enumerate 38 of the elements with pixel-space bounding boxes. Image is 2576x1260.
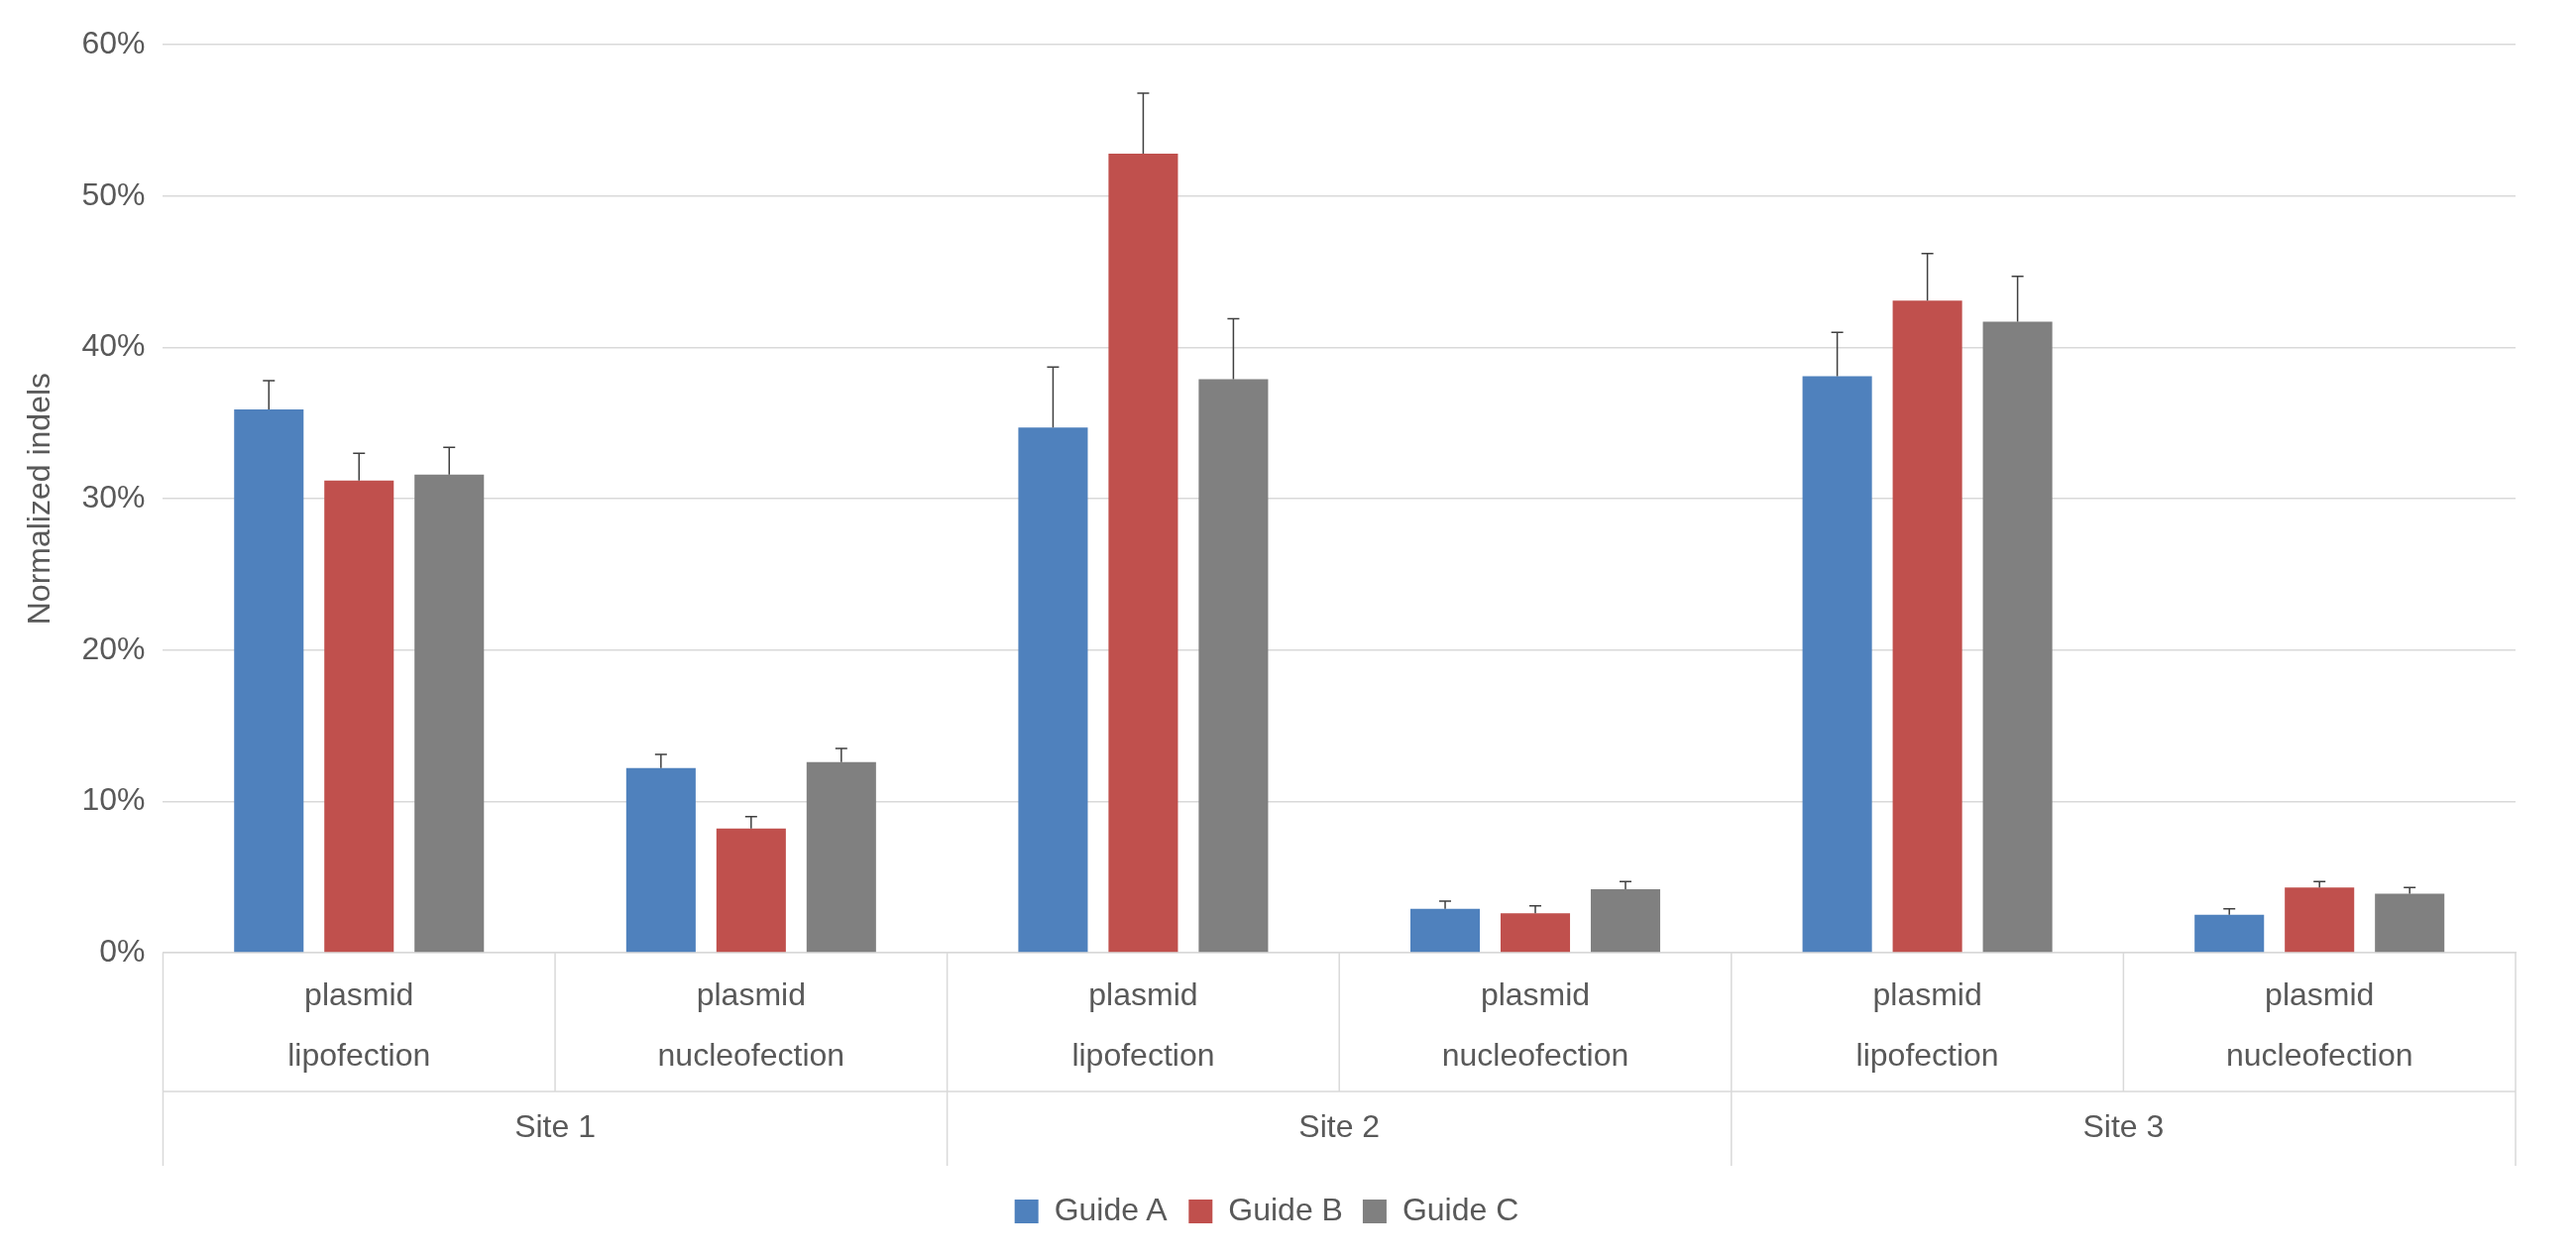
y-tick-label: 50% (81, 175, 146, 212)
y-tick-label: 10% (81, 781, 146, 818)
bar (234, 409, 304, 953)
y-tick-label: 40% (81, 327, 146, 364)
text: Site 1 (514, 1108, 596, 1145)
y-tick-label: 0% (99, 932, 146, 969)
text: Site 2 (1298, 1108, 1381, 1145)
bar (1108, 154, 1178, 953)
bar (1802, 376, 1872, 953)
x-tick-label: plasmid nucleofection (2225, 976, 2413, 1074)
bar (1018, 427, 1088, 953)
legend-label: Guide C (1401, 1191, 1519, 1227)
x-tick-label: plasmid nucleofection (1441, 976, 1629, 1074)
bar (2375, 893, 2445, 953)
bar (1892, 300, 1962, 953)
bar (324, 480, 394, 953)
text: Site 3 (2082, 1108, 2165, 1145)
x-tick-label: plasmid lipofection (1071, 976, 1215, 1074)
x-tick-label: plasmid lipofection (1855, 976, 1999, 1074)
y-tick-label: 20% (81, 630, 146, 666)
bar (716, 828, 786, 953)
bar (806, 761, 876, 953)
bar (1590, 888, 1661, 953)
legend-label: Guide A (1054, 1191, 1169, 1227)
y-tick-label: 30% (81, 478, 146, 515)
bar (625, 767, 696, 953)
bar (1500, 913, 1571, 953)
bar (2285, 887, 2355, 953)
bar (1982, 321, 2053, 953)
y-axis-title: Normalized indels (21, 372, 57, 626)
x-tick-label: plasmid nucleofection (657, 976, 845, 1074)
bar (414, 474, 485, 953)
bar (1410, 908, 1481, 953)
bar (1198, 379, 1269, 953)
x-tick-label: plasmid lipofection (287, 976, 431, 1074)
legend-label: Guide B (1228, 1191, 1343, 1227)
bar (2194, 914, 2265, 953)
y-tick-label: 60% (81, 25, 146, 61)
